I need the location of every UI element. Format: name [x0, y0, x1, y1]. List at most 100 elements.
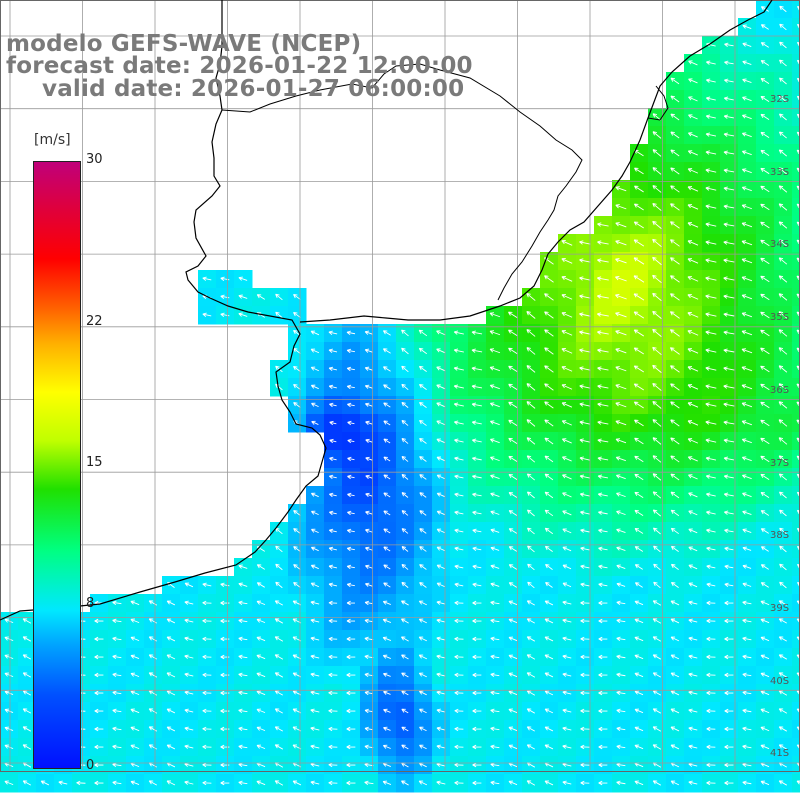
wind-arrow — [779, 95, 787, 103]
wind-arrow — [365, 474, 373, 480]
wind-arrow — [220, 708, 230, 714]
wind-arrow — [544, 509, 554, 517]
wind-arrow — [562, 474, 572, 480]
wind-arrow — [741, 330, 753, 336]
wind-arrow — [724, 618, 734, 624]
wind-arrow — [112, 618, 122, 624]
wind-arrow — [742, 60, 752, 65]
wind-arrow — [382, 654, 391, 659]
wind-arrow — [508, 600, 518, 606]
wind-arrow — [130, 672, 140, 678]
wind-arrow — [527, 527, 535, 535]
wind-arrow — [562, 510, 572, 516]
wind-arrow — [634, 509, 644, 517]
wind-arrow — [562, 492, 572, 498]
wind-arrow — [561, 366, 573, 372]
wind-arrow — [579, 348, 591, 353]
wind-arrow — [742, 474, 752, 480]
wind-cell — [792, 504, 800, 523]
wind-cell — [792, 72, 800, 91]
wind-arrow — [292, 690, 302, 696]
wind-arrow — [615, 276, 627, 282]
wind-arrow — [723, 456, 735, 461]
wind-arrow — [508, 455, 518, 463]
wind-arrow — [688, 654, 698, 659]
wind-arrow — [688, 618, 698, 623]
wind-arrow — [238, 312, 248, 317]
wind-arrow — [436, 438, 446, 444]
wind-arrow — [328, 546, 337, 552]
wind-cell — [792, 432, 800, 451]
wind-arrow — [293, 582, 301, 588]
wind-arrow — [615, 456, 626, 462]
wind-arrow — [184, 672, 194, 677]
wind-arrow — [401, 365, 409, 373]
wind-arrow — [329, 456, 337, 462]
wind-arrow — [418, 365, 427, 373]
wind-arrow — [561, 402, 573, 408]
model-title: modelo GEFS-WAVE (NCEP) — [6, 31, 362, 57]
wind-arrow — [347, 474, 355, 480]
wind-arrow — [723, 186, 735, 191]
wind-arrow — [796, 167, 800, 172]
wind-arrow — [202, 654, 212, 660]
wind-arrow — [328, 384, 337, 390]
wind-arrow — [238, 672, 248, 678]
wind-arrow — [310, 744, 320, 749]
wind-arrow — [274, 690, 284, 696]
wind-arrow — [544, 347, 554, 355]
wind-arrow — [778, 365, 788, 373]
wind-arrow — [238, 564, 248, 569]
wind-arrow — [490, 654, 500, 660]
wind-arrow — [490, 438, 500, 444]
colorbar-tick-label: 22 — [86, 313, 103, 329]
wind-arrow — [634, 600, 644, 606]
wind-arrow — [148, 618, 157, 624]
wind-arrow — [778, 329, 788, 337]
wind-arrow — [293, 402, 301, 408]
wind-arrow — [724, 78, 734, 83]
wind-arrow — [562, 690, 572, 695]
wind-arrow — [688, 78, 698, 84]
wind-arrow — [383, 510, 391, 516]
wind-arrow — [705, 186, 717, 191]
forecast-date: forecast date: 2026-01-22 12:00:00 — [6, 53, 473, 79]
wind-arrow — [779, 5, 787, 13]
wind-arrow — [311, 402, 319, 408]
wind-arrow — [633, 365, 645, 373]
wind-arrow — [634, 780, 644, 786]
wind-arrow — [562, 726, 572, 731]
wind-arrow — [760, 293, 770, 301]
wind-arrow — [723, 204, 735, 209]
wind-arrow — [347, 492, 355, 498]
wind-arrow — [130, 726, 140, 732]
wind-arrow — [741, 186, 752, 192]
wind-arrow — [489, 420, 500, 426]
wind-arrow — [796, 383, 800, 388]
wind-arrow — [454, 708, 464, 714]
wind-arrow — [580, 726, 590, 732]
wind-arrow — [40, 780, 50, 786]
wind-arrow — [526, 744, 535, 750]
wind-arrow — [579, 312, 591, 317]
wind-arrow — [346, 708, 356, 714]
wind-arrow — [436, 636, 446, 641]
lagoon-shore — [647, 85, 669, 121]
wind-arrow — [346, 780, 356, 786]
wind-arrow — [328, 780, 338, 786]
wind-arrow — [364, 726, 374, 732]
wind-arrow — [652, 185, 662, 193]
wind-arrow — [383, 690, 391, 695]
wind-arrow — [742, 546, 752, 551]
wind-arrow — [652, 401, 662, 409]
wind-arrow — [364, 672, 374, 678]
wind-arrow — [112, 744, 122, 750]
wind-arrow — [544, 491, 554, 499]
wind-arrow — [706, 744, 716, 750]
wind-arrow — [490, 618, 500, 624]
wind-arrow — [688, 528, 698, 534]
wind-arrow — [364, 618, 374, 624]
wind-arrow — [760, 744, 770, 750]
wind-arrow — [760, 600, 770, 606]
wind-arrow — [328, 708, 338, 714]
